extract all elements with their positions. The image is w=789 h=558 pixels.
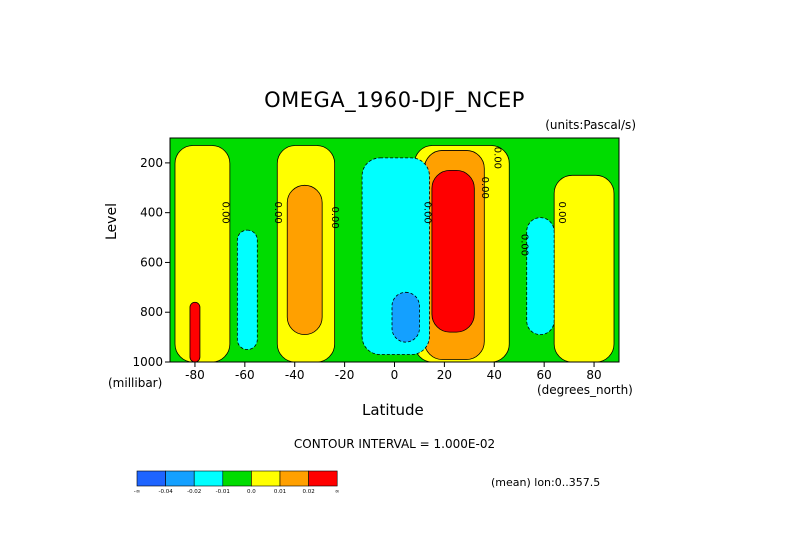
- y-tick-label: 400: [140, 206, 163, 220]
- region-zero_to_pos01: [174, 145, 231, 363]
- y-tick-label: 800: [140, 305, 163, 319]
- contour-label: 0.00: [519, 234, 530, 256]
- colorbar-label: 0.0: [247, 489, 256, 495]
- region-neg04_to_neg02: [391, 291, 420, 343]
- y-tick-label: 1000: [132, 355, 163, 369]
- x-tick-label: 0: [391, 368, 399, 382]
- x-tick-label: -20: [335, 368, 355, 382]
- colorbar-swatch: [165, 470, 195, 487]
- contour-label: 0.00: [421, 202, 432, 224]
- y-ticks: 200 400 600 800 1000: [132, 156, 170, 369]
- x-axis-label: Latitude: [362, 401, 424, 419]
- contour-interval-label: CONTOUR INTERVAL = 1.000E-02: [293, 437, 496, 451]
- y-axis-unit: (millibar): [108, 376, 163, 390]
- colorbar-label: ∞: [335, 489, 340, 495]
- colorbar-label: -0.02: [187, 489, 201, 495]
- x-axis-unit: (degrees_north): [537, 383, 633, 397]
- contour-labels: 0.00 0.00 0.00 0.000.000.000.000.00: [219, 147, 567, 256]
- region-pos01_to_pos02: [286, 184, 323, 336]
- contour-label: 0.00: [272, 202, 283, 224]
- contour-label: 0.00: [491, 147, 502, 169]
- contour-fills: [170, 138, 619, 363]
- colorbar-swatch: [136, 470, 166, 487]
- region-pos02_up: [189, 301, 201, 363]
- region-neg02_to_neg01: [526, 217, 555, 336]
- x-tick-label: 80: [586, 368, 601, 382]
- colorbar-swatch: [308, 470, 338, 487]
- colorbar-swatch: [251, 470, 281, 487]
- x-tick-label: 40: [487, 368, 502, 382]
- x-tick-label: -60: [235, 368, 255, 382]
- units-label: (units:Pascal/s): [545, 118, 636, 132]
- region-neg02_to_neg01: [236, 229, 258, 350]
- colorbar-swatch: [193, 470, 224, 487]
- colorbar-label: -∞: [134, 489, 141, 495]
- x-tick-label: -40: [285, 368, 305, 382]
- contour-label: 0.00: [556, 202, 567, 224]
- contour-label: 0.00: [219, 202, 230, 224]
- y-tick-label: 200: [140, 156, 163, 170]
- colorbar-label: -0.01: [216, 489, 230, 495]
- contour-label: 0.00: [329, 207, 340, 229]
- contour-label: 0.00: [479, 177, 490, 199]
- colorbar-label: 0.02: [302, 489, 314, 495]
- y-tick-label: 600: [140, 255, 163, 269]
- colorbar-label: -0.04: [158, 489, 173, 495]
- mean-lon-label: (mean) lon:0..357.5: [491, 476, 601, 489]
- x-ticks: -80 -60 -40 -20 0 20 40 60 80: [185, 362, 602, 382]
- colorbar-swatch: [279, 470, 309, 487]
- colorbar-swatch: [222, 470, 252, 487]
- chart-title: OMEGA_1960-DJF_NCEP: [264, 88, 525, 112]
- x-tick-label: 20: [437, 368, 452, 382]
- colorbar-label: 0.01: [274, 489, 286, 495]
- y-axis-label: Level: [104, 203, 120, 240]
- x-tick-label: 60: [537, 368, 552, 382]
- x-tick-label: -80: [185, 368, 205, 382]
- region-pos02_up: [431, 169, 475, 333]
- colorbar: -∞ -0.04 -0.02 -0.01 0.0 0.01 0.02 ∞: [134, 470, 340, 495]
